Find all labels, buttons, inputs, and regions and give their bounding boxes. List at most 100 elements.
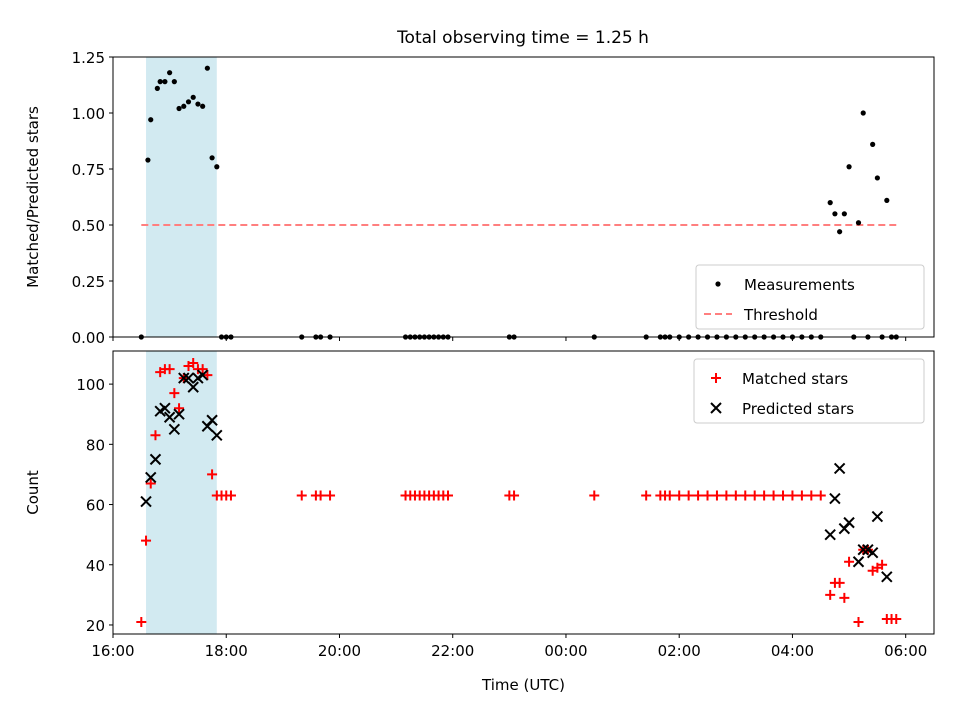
- measurement-point: [860, 110, 866, 116]
- predicted-star-point: [871, 510, 884, 523]
- y-tick-label: 0.00: [72, 329, 105, 347]
- measurement-point: [841, 211, 847, 217]
- matched-star-point: [768, 490, 779, 501]
- matched-star-point: [325, 490, 336, 501]
- measurement-point: [195, 101, 201, 107]
- matched-star-point: [730, 490, 741, 501]
- y-tick-label: 1.25: [72, 49, 105, 67]
- predicted-star-point: [866, 547, 879, 559]
- predicted-star-point: [857, 543, 869, 556]
- predicted-star-point: [852, 556, 865, 568]
- matched-star-point: [296, 490, 307, 501]
- matched-star-point: [702, 490, 713, 501]
- measurement-point: [837, 229, 843, 235]
- measurement-point: [200, 103, 206, 109]
- matched-star-point: [693, 490, 704, 501]
- y-tick-label: 60: [86, 497, 105, 515]
- measurement-point: [209, 155, 215, 161]
- measurement-point: [884, 197, 890, 203]
- matched-star-point: [683, 490, 694, 501]
- legend: Matched stars Predicted stars: [693, 358, 925, 424]
- predicted-star-point: [206, 414, 218, 426]
- legend-label: Matched stars: [742, 370, 848, 388]
- measurement-point: [162, 79, 168, 85]
- measurement-point: [190, 94, 196, 100]
- matched-star-point: [197, 364, 208, 375]
- measurement-point: [148, 117, 154, 123]
- legend-marker-predicted: [710, 402, 722, 414]
- y-tick-label: 0.50: [72, 217, 105, 235]
- matched-star-point: [150, 430, 161, 441]
- matched-star-point: [443, 490, 454, 501]
- legend-box: [695, 264, 925, 330]
- measurement-point: [846, 164, 852, 170]
- measurement-point: [176, 105, 182, 112]
- legend-label: Predicted stars: [742, 400, 854, 418]
- matched-star-point: [891, 613, 902, 624]
- x-tick-label: 02:00: [658, 642, 701, 660]
- matched-star-point: [825, 589, 836, 600]
- measurement-point: [832, 211, 838, 217]
- matched-star-point: [815, 490, 826, 501]
- y-tick-label: 0.75: [72, 161, 105, 179]
- predicted-star-point: [843, 516, 855, 529]
- measurement-point: [157, 79, 163, 85]
- x-tick-label: 04:00: [771, 642, 814, 660]
- x-axis-label: Time (UTC): [481, 676, 565, 694]
- predicted-star-point: [145, 471, 157, 484]
- matched-star-point: [740, 490, 751, 501]
- matched-star-point: [844, 556, 855, 567]
- legend: Measurements Threshold: [695, 264, 925, 330]
- measurement-point: [167, 70, 173, 76]
- predicted-star-point: [168, 423, 181, 435]
- measurement-point: [214, 164, 220, 170]
- matched-star-point: [207, 469, 218, 480]
- matched-star-point: [589, 490, 600, 501]
- y-axis-label: Matched/Predicted stars: [24, 106, 42, 288]
- y-tick-label: 40: [86, 557, 105, 575]
- predicted-star-point: [173, 408, 185, 420]
- matched-star-point: [664, 490, 675, 501]
- y-tick-label: 1.00: [72, 105, 105, 123]
- predicted-star-point: [829, 492, 841, 505]
- shaded-span: [146, 57, 217, 337]
- matched-star-point: [169, 388, 180, 399]
- predicted-star-point: [187, 381, 199, 393]
- y-axis-label: Count: [24, 470, 42, 515]
- matched-star-point: [674, 490, 685, 501]
- axes-frame: [112, 350, 935, 635]
- measurement-point: [185, 99, 192, 105]
- matched-star-point: [796, 490, 807, 501]
- measurement-point: [870, 141, 876, 147]
- predicted-star-point: [881, 571, 893, 583]
- matched-star-point: [806, 490, 817, 501]
- matched-star-point: [225, 490, 236, 501]
- matched-star-point: [641, 490, 652, 501]
- matched-star-point: [145, 478, 156, 489]
- y-tick-label: 20: [86, 617, 105, 635]
- legend-marker-measurements: [715, 281, 721, 287]
- x-tick-label: 06:00: [884, 642, 927, 660]
- matched-star-point: [711, 490, 722, 501]
- chart-title: Total observing time = 1.25 h: [396, 28, 649, 48]
- x-tick-label: 16:00: [91, 642, 134, 660]
- matched-star-point: [877, 559, 888, 570]
- predicted-star-point: [824, 528, 836, 541]
- legend-box: [693, 358, 925, 424]
- matched-star-point: [141, 535, 152, 546]
- matched-star-point: [164, 364, 175, 375]
- matched-star-point: [834, 577, 845, 588]
- matched-star-point: [853, 616, 864, 627]
- matched-star-point: [778, 490, 789, 501]
- x-tick-label: 22:00: [431, 642, 474, 660]
- measurement-point: [181, 103, 187, 109]
- matched-star-point: [188, 358, 199, 369]
- predicted-star-point: [159, 402, 171, 414]
- measurement-point: [855, 220, 862, 226]
- predicted-star-point: [149, 453, 162, 466]
- predicted-star-point: [182, 372, 195, 384]
- x-tick-label: 00:00: [544, 642, 587, 660]
- matched-star-point: [315, 490, 326, 501]
- legend-label: Measurements: [744, 276, 855, 294]
